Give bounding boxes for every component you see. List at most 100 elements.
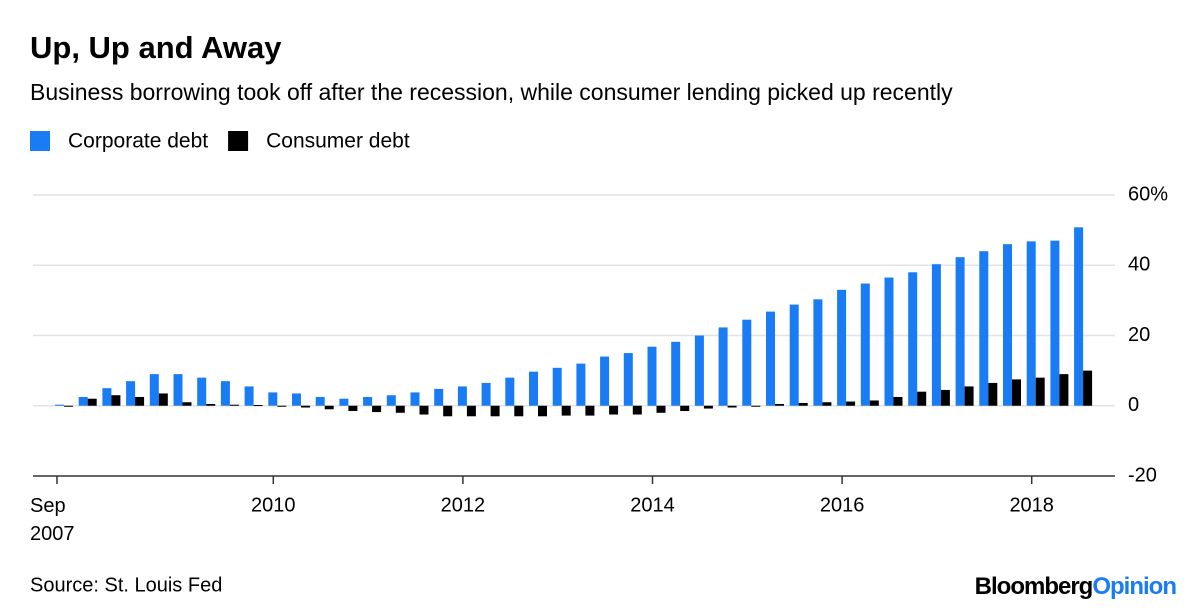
bar — [632, 405, 642, 415]
bar — [561, 405, 571, 416]
bar — [87, 398, 97, 406]
bar — [529, 371, 538, 406]
bar — [244, 386, 254, 406]
bar — [869, 400, 879, 406]
bar — [955, 257, 965, 406]
bar — [1083, 370, 1093, 406]
bar — [434, 388, 444, 406]
bar — [671, 341, 681, 406]
bar — [253, 405, 263, 407]
bar — [410, 392, 420, 406]
logo-part: Bloomberg — [975, 573, 1093, 600]
bar — [466, 405, 476, 417]
bar — [884, 277, 894, 406]
bar — [419, 405, 429, 415]
bar — [315, 396, 325, 406]
bar — [292, 393, 301, 406]
bar — [552, 367, 562, 406]
bar — [538, 405, 547, 417]
x-tick-label: 2014 — [630, 494, 675, 516]
bar — [727, 405, 737, 408]
bar — [1059, 374, 1069, 406]
bar — [395, 405, 405, 413]
bar — [111, 395, 121, 406]
bar — [751, 405, 761, 407]
bar — [324, 405, 334, 410]
bar — [126, 381, 136, 406]
x-tick-label: 2016 — [820, 494, 865, 516]
chart-title: Up, Up and Away — [30, 30, 282, 65]
bar — [490, 405, 500, 417]
bar — [766, 311, 775, 406]
logo: BloombergOpinion — [975, 573, 1177, 600]
bar — [1003, 244, 1012, 406]
bar — [102, 388, 112, 406]
bar — [268, 392, 278, 406]
bar — [860, 283, 870, 406]
bar — [931, 264, 941, 406]
bar — [149, 374, 159, 406]
bar — [339, 398, 349, 406]
bar — [372, 405, 382, 413]
bar — [917, 391, 927, 406]
bar — [623, 353, 633, 406]
legend-swatch — [228, 131, 249, 151]
y-tick-label: 0 — [1128, 394, 1139, 416]
legend-label: Consumer debt — [266, 130, 410, 153]
bar — [585, 405, 595, 416]
y-tick-label: 20 — [1128, 324, 1150, 346]
bar — [908, 272, 918, 406]
logo-part: Opinion — [1092, 573, 1176, 600]
bar — [822, 402, 832, 406]
bar — [220, 381, 230, 406]
bar — [173, 374, 183, 406]
bar — [656, 405, 666, 413]
bar — [647, 346, 657, 406]
legend-swatch — [30, 131, 50, 151]
bar — [988, 382, 998, 406]
bar — [457, 386, 467, 406]
bar — [798, 402, 808, 406]
bar — [363, 396, 373, 406]
bar — [386, 395, 396, 406]
bar — [1074, 227, 1084, 406]
bar — [837, 289, 847, 406]
bar — [775, 403, 784, 406]
chart-subtitle: Business borrowing took off after the re… — [30, 79, 953, 105]
bar — [505, 377, 515, 406]
bar — [182, 402, 192, 406]
bar — [1050, 240, 1060, 406]
bar — [609, 405, 619, 415]
y-tick-label: -20 — [1128, 464, 1157, 486]
bar — [197, 377, 207, 406]
bar — [1035, 377, 1045, 406]
x-tick-label: Sep 2007 — [30, 495, 75, 545]
bar — [1012, 379, 1021, 406]
x-tick-label: 2010 — [251, 494, 296, 516]
bar — [718, 327, 728, 406]
bar — [158, 393, 168, 406]
bar — [703, 405, 713, 409]
bar — [1026, 241, 1036, 406]
bar — [206, 403, 216, 406]
bar — [846, 401, 856, 406]
bar — [443, 405, 453, 417]
bar — [55, 404, 64, 406]
source: Source: St. Louis Fed — [30, 574, 222, 596]
x-tick-label: 2018 — [1009, 494, 1054, 516]
bar — [135, 396, 145, 406]
bar — [78, 396, 88, 406]
bar — [576, 363, 586, 406]
bar — [680, 405, 690, 412]
bar — [789, 304, 799, 406]
y-tick-label: 40 — [1128, 254, 1150, 276]
bar — [742, 319, 752, 406]
bar — [277, 405, 287, 407]
legend-label: Corporate debt — [68, 130, 208, 153]
bar — [979, 251, 989, 406]
bar — [481, 382, 491, 406]
bar — [229, 404, 239, 406]
bar — [964, 386, 974, 406]
